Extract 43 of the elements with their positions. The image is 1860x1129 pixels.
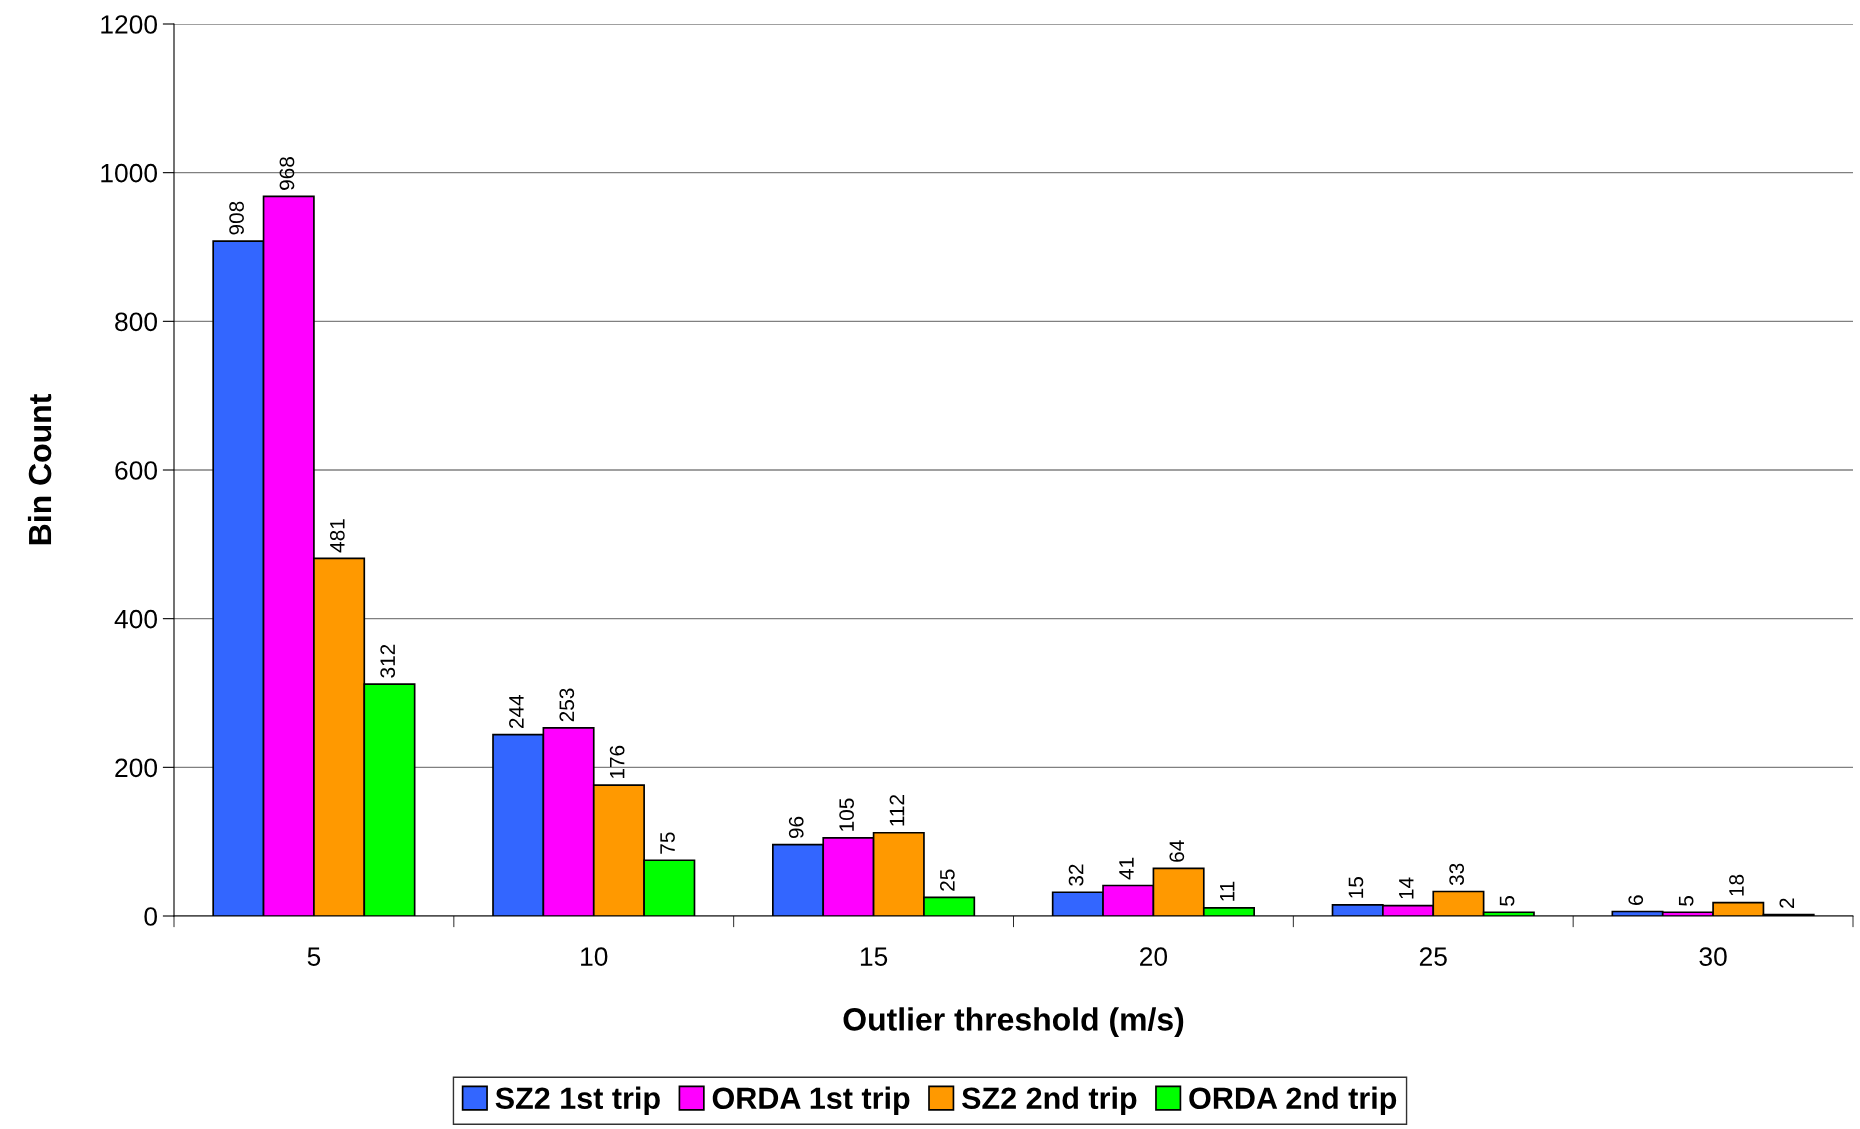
legend-label: ORDA 2nd trip	[1189, 1086, 1397, 1116]
data-label: 2	[1779, 898, 1795, 908]
y-tick-label: 400	[114, 609, 157, 629]
x-tick-label: 30	[1699, 947, 1727, 966]
x-tick-label: 5	[307, 947, 321, 966]
y-tick-label: 800	[115, 312, 157, 332]
data-label: 96	[788, 816, 804, 839]
x-axis-title: Outlier threshold (m/s)	[843, 1007, 1184, 1038]
data-label: 11	[1220, 881, 1235, 901]
x-tick-label: 25	[1419, 947, 1447, 966]
y-tick-label: 200	[115, 758, 157, 778]
data-label: 968	[279, 157, 295, 190]
y-tick-label: 1200	[101, 15, 157, 34]
data-label: 33	[1449, 863, 1465, 886]
data-label: 75	[660, 832, 675, 854]
x-tick-label: 10	[581, 947, 608, 966]
y-axis-title: Bin Count	[27, 394, 52, 545]
data-label: 64	[1169, 840, 1185, 862]
data-label: 112	[889, 795, 905, 826]
legend-label: SZ2 2nd trip	[961, 1086, 1137, 1116]
data-label: 41	[1119, 857, 1134, 880]
data-label: 312	[380, 644, 396, 678]
data-label: 32	[1068, 864, 1084, 886]
x-tick-label: 15	[860, 947, 888, 966]
data-label: 5	[1678, 896, 1694, 906]
x-tick-label: 20	[1140, 947, 1168, 966]
data-label: 15	[1348, 877, 1364, 898]
y-tick-label: 0	[144, 907, 157, 926]
data-label: 6	[1628, 895, 1644, 905]
data-label: 25	[939, 869, 955, 891]
data-label: 244	[509, 694, 524, 729]
legend-label: ORDA 1st trip	[712, 1086, 910, 1116]
data-label: 14	[1399, 877, 1414, 899]
data-label: 253	[559, 688, 575, 722]
data-label: 908	[229, 201, 244, 235]
data-label: 176	[609, 745, 625, 779]
data-label: 5	[1499, 896, 1515, 906]
legend-label: SZ2 1st trip	[495, 1086, 660, 1116]
y-tick-label: 600	[115, 461, 157, 480]
data-label: 481	[329, 519, 345, 553]
data-label: 105	[839, 798, 854, 831]
y-tick-label: 1000	[101, 163, 157, 183]
data-label: 18	[1729, 874, 1744, 896]
